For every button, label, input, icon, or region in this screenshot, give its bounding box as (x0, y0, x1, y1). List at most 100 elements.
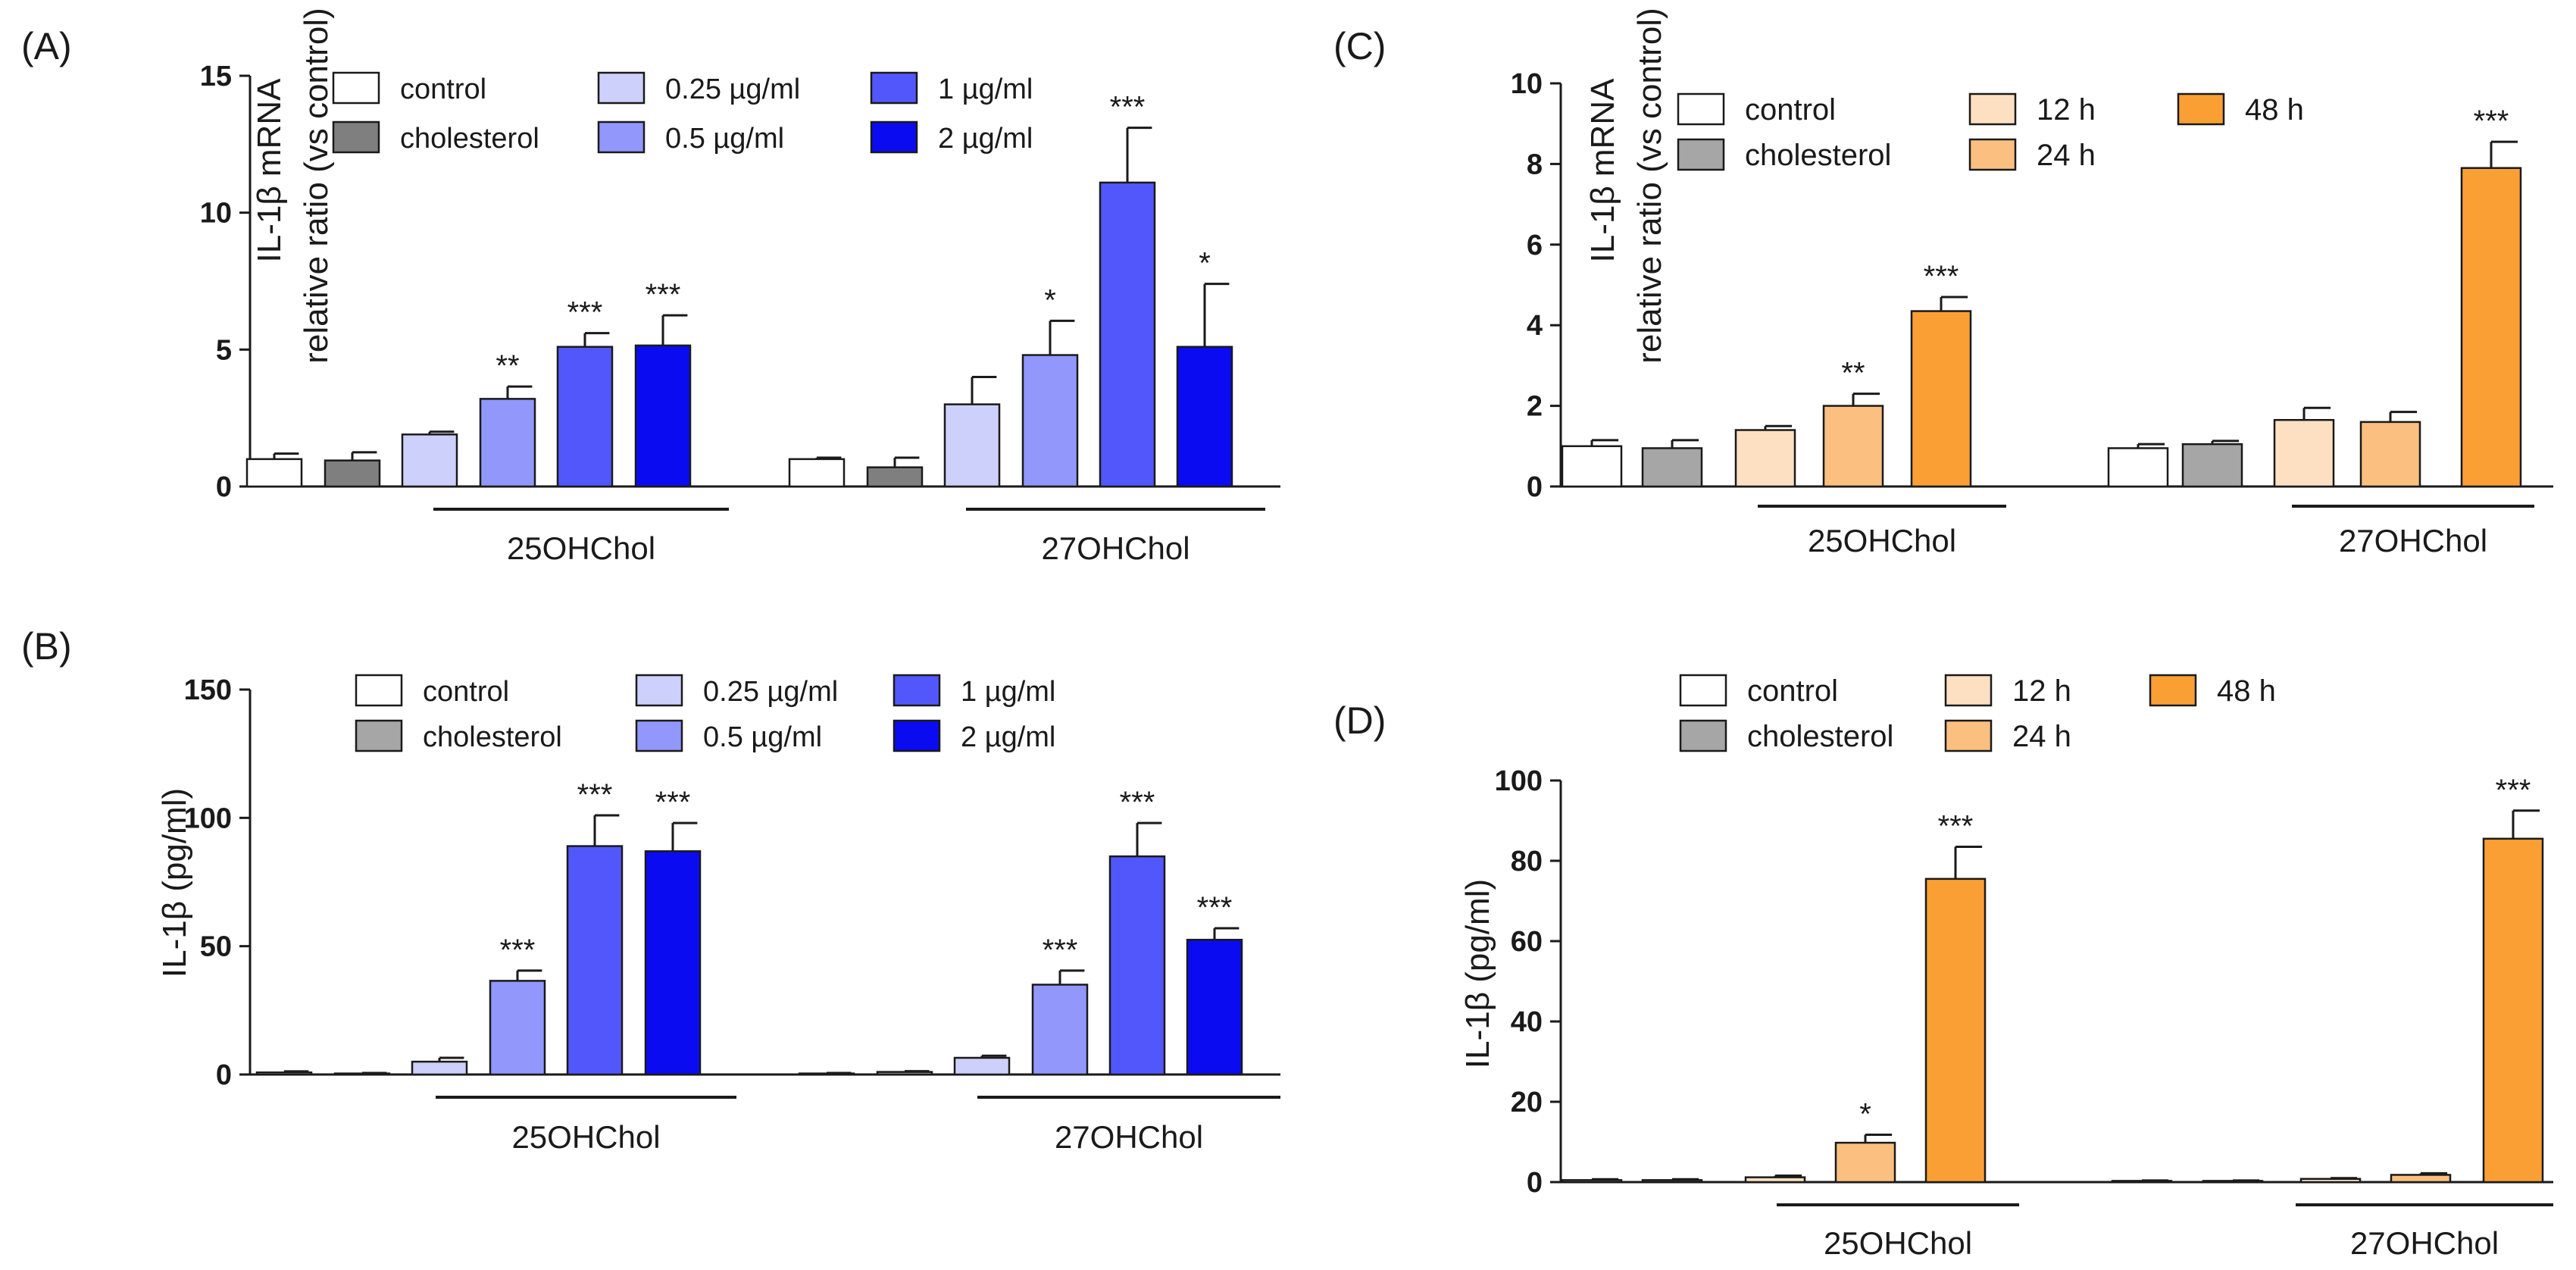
legend-label: control (1747, 674, 1838, 708)
group-label: 25OHChol (1824, 1225, 1972, 1261)
legend-label: cholesterol (1745, 139, 1891, 172)
y-tick-label: 20 (1511, 1087, 1543, 1118)
significance-label: *** (1924, 260, 1959, 293)
bar (1031, 984, 1089, 1076)
legend-label: 0.5 µg/ml (703, 721, 822, 753)
bar (644, 850, 702, 1076)
significance-label: * (1199, 247, 1211, 280)
legend-label: control (423, 676, 509, 708)
group-label: 27OHChol (2339, 523, 2487, 558)
legend-label: 0.5 µg/ml (665, 123, 784, 155)
bar (634, 344, 692, 488)
legend-swatch (635, 719, 683, 752)
legend-label: cholesterol (1747, 720, 1893, 753)
legend-label: control (400, 74, 486, 105)
significance-label: ** (496, 349, 519, 383)
significance-label: *** (567, 296, 603, 330)
y-tick-label: 0 (216, 471, 232, 503)
legend-label: 24 h (2037, 139, 2096, 172)
y-tick-label: 150 (184, 674, 232, 706)
legend-label: cholesterol (400, 123, 539, 155)
legend-label: 1 µg/ml (938, 74, 1033, 105)
significance-label: *** (1043, 934, 1078, 967)
y-axis-label: IL-1β (pg/ml) (156, 788, 193, 978)
y-tick-label: 10 (200, 198, 232, 230)
significance-label: * (1859, 1097, 1871, 1131)
legend-swatch (1968, 138, 2017, 171)
group-label: 27OHChol (2350, 1225, 2499, 1261)
bar (324, 459, 381, 488)
y-tick-label: 60 (1511, 926, 1543, 958)
bar (255, 1071, 313, 1076)
group-label: 27OHChol (1055, 1119, 1203, 1155)
legend-swatch (355, 719, 403, 752)
legend-swatch (332, 71, 380, 105)
legend-label: 12 h (2012, 674, 2071, 708)
panel-label: (B) (21, 625, 72, 668)
y-tick-label: 100 (1495, 765, 1543, 797)
bar (2107, 447, 2169, 488)
legend-swatch (635, 674, 683, 707)
group-label: 25OHChol (1808, 523, 1956, 558)
panel-label: (C) (1333, 25, 1386, 67)
bar (1186, 938, 1243, 1076)
legend-label: 1 µg/ml (961, 676, 1055, 708)
bar (245, 458, 303, 488)
legend-label: cholesterol (423, 721, 562, 753)
bar (2181, 443, 2243, 488)
y-tick-label: 80 (1511, 846, 1543, 877)
y-tick-label: 8 (1527, 149, 1543, 180)
bar (411, 1060, 468, 1076)
bar (1176, 346, 1233, 488)
legend-swatch (1944, 719, 1993, 752)
bar (2390, 1174, 2452, 1184)
significance-label: *** (2496, 774, 2531, 807)
bar (489, 980, 546, 1076)
group-label: 25OHChol (511, 1119, 660, 1155)
legend-label: 0.25 µg/ml (703, 676, 838, 708)
y-axis-label: IL-1β mRNA (1584, 78, 1621, 263)
legend-swatch (870, 120, 918, 154)
legend-swatch (332, 120, 380, 154)
bar (1744, 1176, 1806, 1184)
bar (401, 433, 458, 488)
y-tick-label: 100 (184, 802, 232, 834)
legend-swatch (893, 674, 941, 707)
panel-label: (A) (21, 25, 72, 67)
bar (479, 398, 536, 488)
legend-swatch (2177, 92, 2225, 126)
legend-label: 24 h (2012, 720, 2071, 753)
legend-label: control (1745, 93, 1836, 127)
significance-label: ** (1841, 357, 1865, 390)
bar (2359, 421, 2421, 488)
bar (2299, 1178, 2362, 1184)
y-tick-label: 0 (216, 1059, 232, 1091)
significance-label: * (1044, 283, 1056, 317)
legend-swatch (893, 719, 941, 752)
bar (876, 1071, 933, 1076)
y-tick-label: 4 (1527, 310, 1543, 342)
bar (1910, 310, 1972, 488)
bar (2273, 418, 2335, 488)
significance-label: *** (1197, 891, 1233, 924)
y-tick-label: 6 (1527, 230, 1543, 261)
bar (2460, 167, 2522, 488)
y-axis-label: IL-1β mRNA (251, 78, 288, 263)
legend-label: 12 h (2037, 93, 2096, 127)
bar (1108, 855, 1166, 1076)
y-tick-label: 0 (1527, 471, 1543, 503)
legend-label: 48 h (2217, 674, 2276, 708)
legend-label: 2 µg/ml (938, 123, 1033, 155)
bar (1561, 445, 1623, 488)
bar (1834, 1141, 1896, 1184)
significance-label: *** (1938, 809, 1974, 843)
legend-label: 48 h (2245, 93, 2304, 127)
y-tick-label: 40 (1511, 1006, 1543, 1038)
legend-label: 2 µg/ml (961, 721, 1055, 753)
legend-swatch (2149, 674, 2197, 707)
bar (953, 1056, 1011, 1076)
y-tick-label: 5 (216, 334, 232, 366)
y-tick-label: 0 (1527, 1167, 1543, 1199)
group-label: 27OHChol (1041, 530, 1190, 566)
